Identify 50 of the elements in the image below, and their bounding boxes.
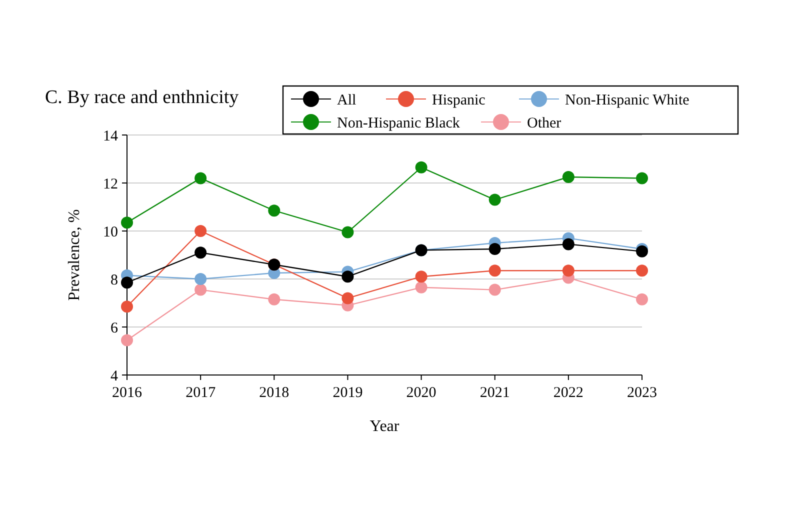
y-tick-label: 12 [103,176,118,192]
point [488,284,501,296]
x-tick-label: 2016 [112,385,142,401]
legend-label: Other [527,115,562,132]
y-tick-label: 10 [103,224,118,240]
point [342,270,354,283]
point [562,171,574,183]
point [194,246,207,259]
point [562,238,574,250]
point [194,273,207,285]
y-tick-label: 4 [110,368,118,384]
point [488,264,501,277]
point [562,264,574,277]
point [636,172,648,184]
y-tick-label: 8 [110,272,118,288]
legend-label: Non-Hispanic Black [337,115,460,132]
point [342,226,354,238]
point [415,270,428,283]
x-tick-label: 2022 [553,385,584,401]
x-tick-label: 2018 [259,385,290,401]
point [268,204,280,217]
point [121,276,133,289]
x-tick-label: 2019 [332,385,363,401]
legend-label: Non-Hispanic White [565,92,690,108]
point [121,216,133,229]
x-axis-title: Year [370,418,400,435]
point [636,293,648,306]
point [415,281,428,294]
point [121,300,133,313]
point [636,245,648,258]
point [488,243,501,255]
point [488,194,501,206]
point [194,225,207,237]
x-tick-label: 2021 [480,385,510,401]
y-tick-label: 14 [103,128,118,144]
point [342,292,354,304]
chart-title: C. By race and enthnicity [45,87,240,108]
point [415,161,428,174]
legend-label: All [337,92,356,108]
point [636,264,648,277]
x-tick-label: 2017 [186,385,216,401]
y-tick-label: 6 [110,320,118,336]
legend-label: Hispanic [432,92,486,108]
point [194,172,207,184]
point [268,293,280,306]
x-tick-label: 2023 [627,385,657,401]
x-tick-label: 2020 [406,385,436,401]
point [121,334,133,346]
point [194,284,207,296]
y-axis-title: Prevalence, % [66,209,83,301]
